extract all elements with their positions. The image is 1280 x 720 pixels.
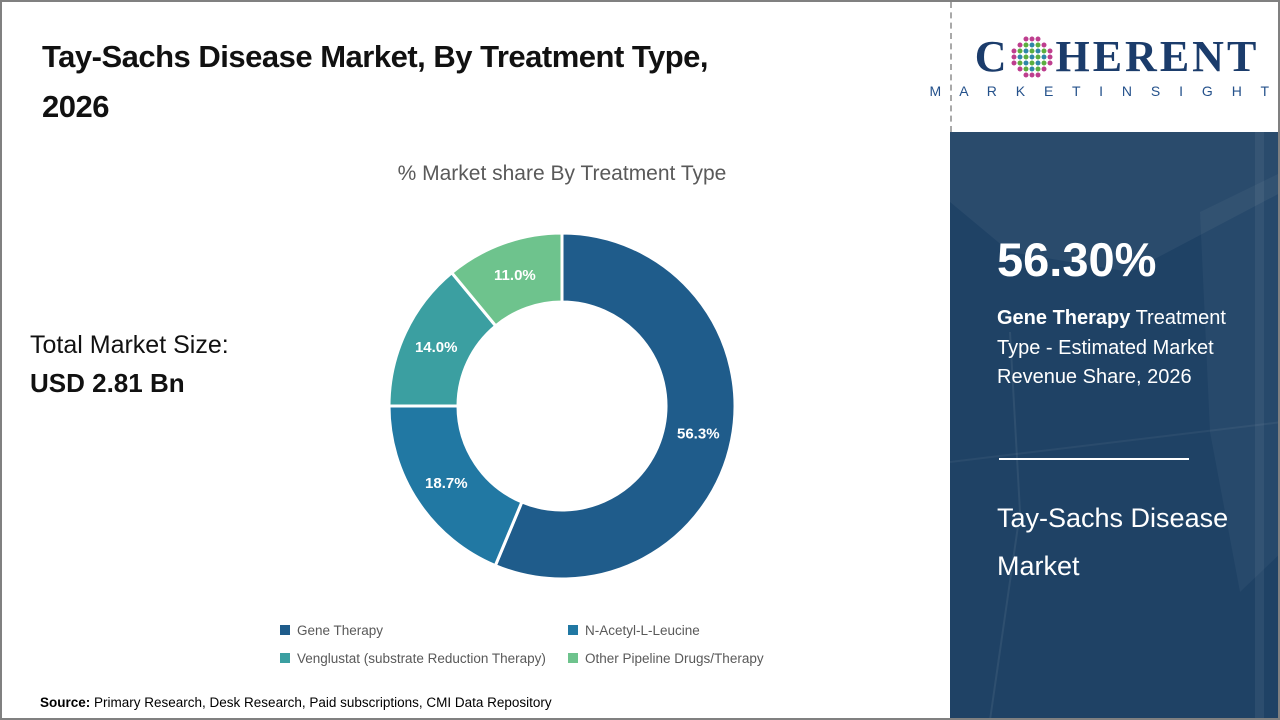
highlight-stat-value: 56.30% [997, 233, 1157, 286]
page-title-line2: 2026 [42, 89, 109, 124]
page-title-line1: Tay-Sachs Disease Market, By Treatment T… [42, 39, 709, 74]
legend-item: Other Pipeline Drugs/Therapy [568, 650, 764, 666]
legend-marker [280, 653, 290, 663]
brand-logo-wordmark: C HERENT [975, 35, 1260, 79]
highlight-stat-category: Gene Therapy [997, 307, 1131, 329]
legend-item: Venglustat (substrate Reduction Therapy) [280, 650, 546, 666]
legend-label: N-Acetyl-L-Leucine [585, 622, 700, 638]
page-title: Tay-Sachs Disease Market, By Treatment T… [42, 32, 942, 132]
source-label: Source: [40, 695, 91, 710]
legend-item: N-Acetyl-L-Leucine [568, 622, 700, 638]
slice-label: 11.0% [494, 267, 536, 284]
right-sidebar: C HERENT M A R K E T I N S I G H T S 56.… [930, 2, 1278, 718]
total-market-size-value: USD 2.81 Bn [30, 368, 185, 398]
slice-label: 56.3% [677, 425, 720, 442]
logo-letter-c: C [974, 32, 1010, 81]
logo-word-end: HERENT [1055, 32, 1260, 81]
source-text: Primary Research, Desk Research, Paid su… [90, 695, 552, 710]
legend-label: Venglustat (substrate Reduction Therapy) [297, 650, 546, 666]
legend-marker [568, 625, 578, 635]
legend-label: Other Pipeline Drugs/Therapy [585, 650, 764, 666]
panel-divider [999, 458, 1189, 460]
total-market-size-label: Total Market Size: [30, 331, 229, 359]
source-line: Source: Primary Research, Desk Research,… [40, 695, 552, 710]
highlight-panel: 56.30% Gene Therapy Treatment Type - Est… [950, 132, 1278, 718]
donut-segment-4 [449, 231, 564, 328]
legend-marker [280, 625, 290, 635]
world-map-decoration [950, 132, 1278, 718]
highlight-stat-rest: Treatment Type - Estimated Market Revenu… [997, 307, 1226, 388]
chart-title: % Market share By Treatment Type [397, 162, 727, 185]
brand-logo: C HERENT M A R K E T I N S I G H T S [930, 2, 1278, 132]
donut-segment-1 [493, 231, 737, 581]
legend-label: Gene Therapy [297, 622, 384, 638]
legend-item: Gene Therapy [280, 622, 383, 638]
total-market-size-block: Total Market Size: USD 2.81 Bn [30, 326, 229, 402]
logo-globe-icon [1011, 36, 1053, 78]
highlight-stat-description: Gene Therapy Treatment Type - Estimated … [997, 304, 1249, 393]
legend-marker [568, 653, 578, 663]
slice-label: 18.7% [425, 475, 468, 492]
panel-market-title: Tay-Sachs Disease Market [997, 503, 1229, 581]
brand-logo-tagline: M A R K E T I N S I G H T S [929, 83, 1280, 99]
slice-label: 14.0% [415, 339, 458, 356]
donut-chart: 56.3% 18.7% 14.0% 11.0% [387, 231, 737, 581]
